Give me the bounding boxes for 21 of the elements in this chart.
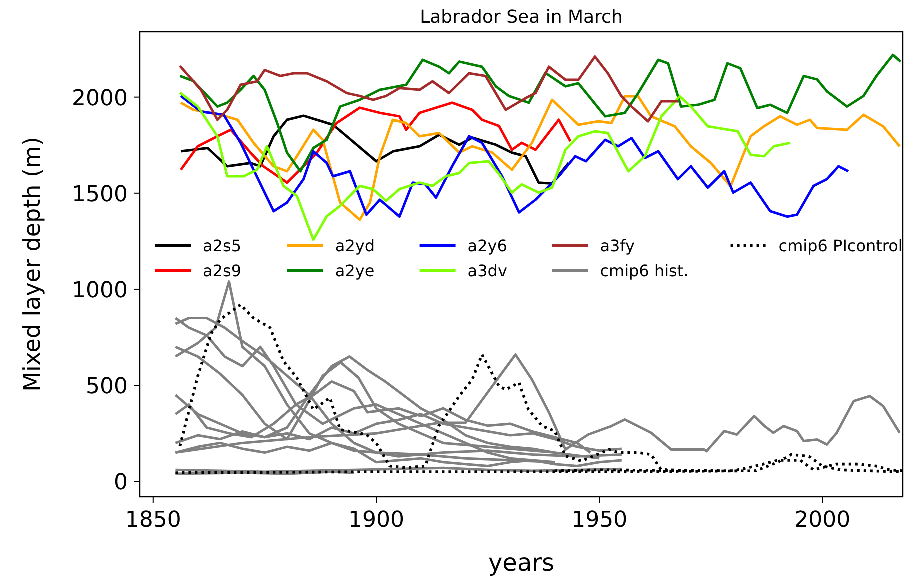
x-axis-title: years [488,549,555,577]
x-tick-label: 1850 [125,508,182,533]
legend-label: a2yd [335,236,376,256]
y-tick-label: 500 [86,374,128,400]
legend-label: a2y6 [468,236,508,256]
legend-label: a3dv [468,262,508,280]
x-tick-label: 1900 [348,508,404,533]
legend-label: a2s5 [203,236,242,256]
legend-label: a2s9 [203,262,242,280]
legend-label: a2ye [335,262,375,280]
y-tick-label: 0 [114,470,128,496]
y-tick-label: 1500 [72,182,128,208]
y-tick-label: 2000 [72,86,128,112]
legend-label: cmip6 PIcontrol [778,236,903,256]
y-tick-label: 1000 [72,278,128,304]
x-tick-label: 1950 [572,508,628,533]
y-axis-title: Mixed layer depth (m) [20,137,46,392]
legend-label: a3fy [600,236,636,256]
chart-title: Labrador Sea in March [420,7,623,28]
x-tick-label: 2000 [794,508,851,533]
legend-label: cmip6 hist. [600,262,689,280]
